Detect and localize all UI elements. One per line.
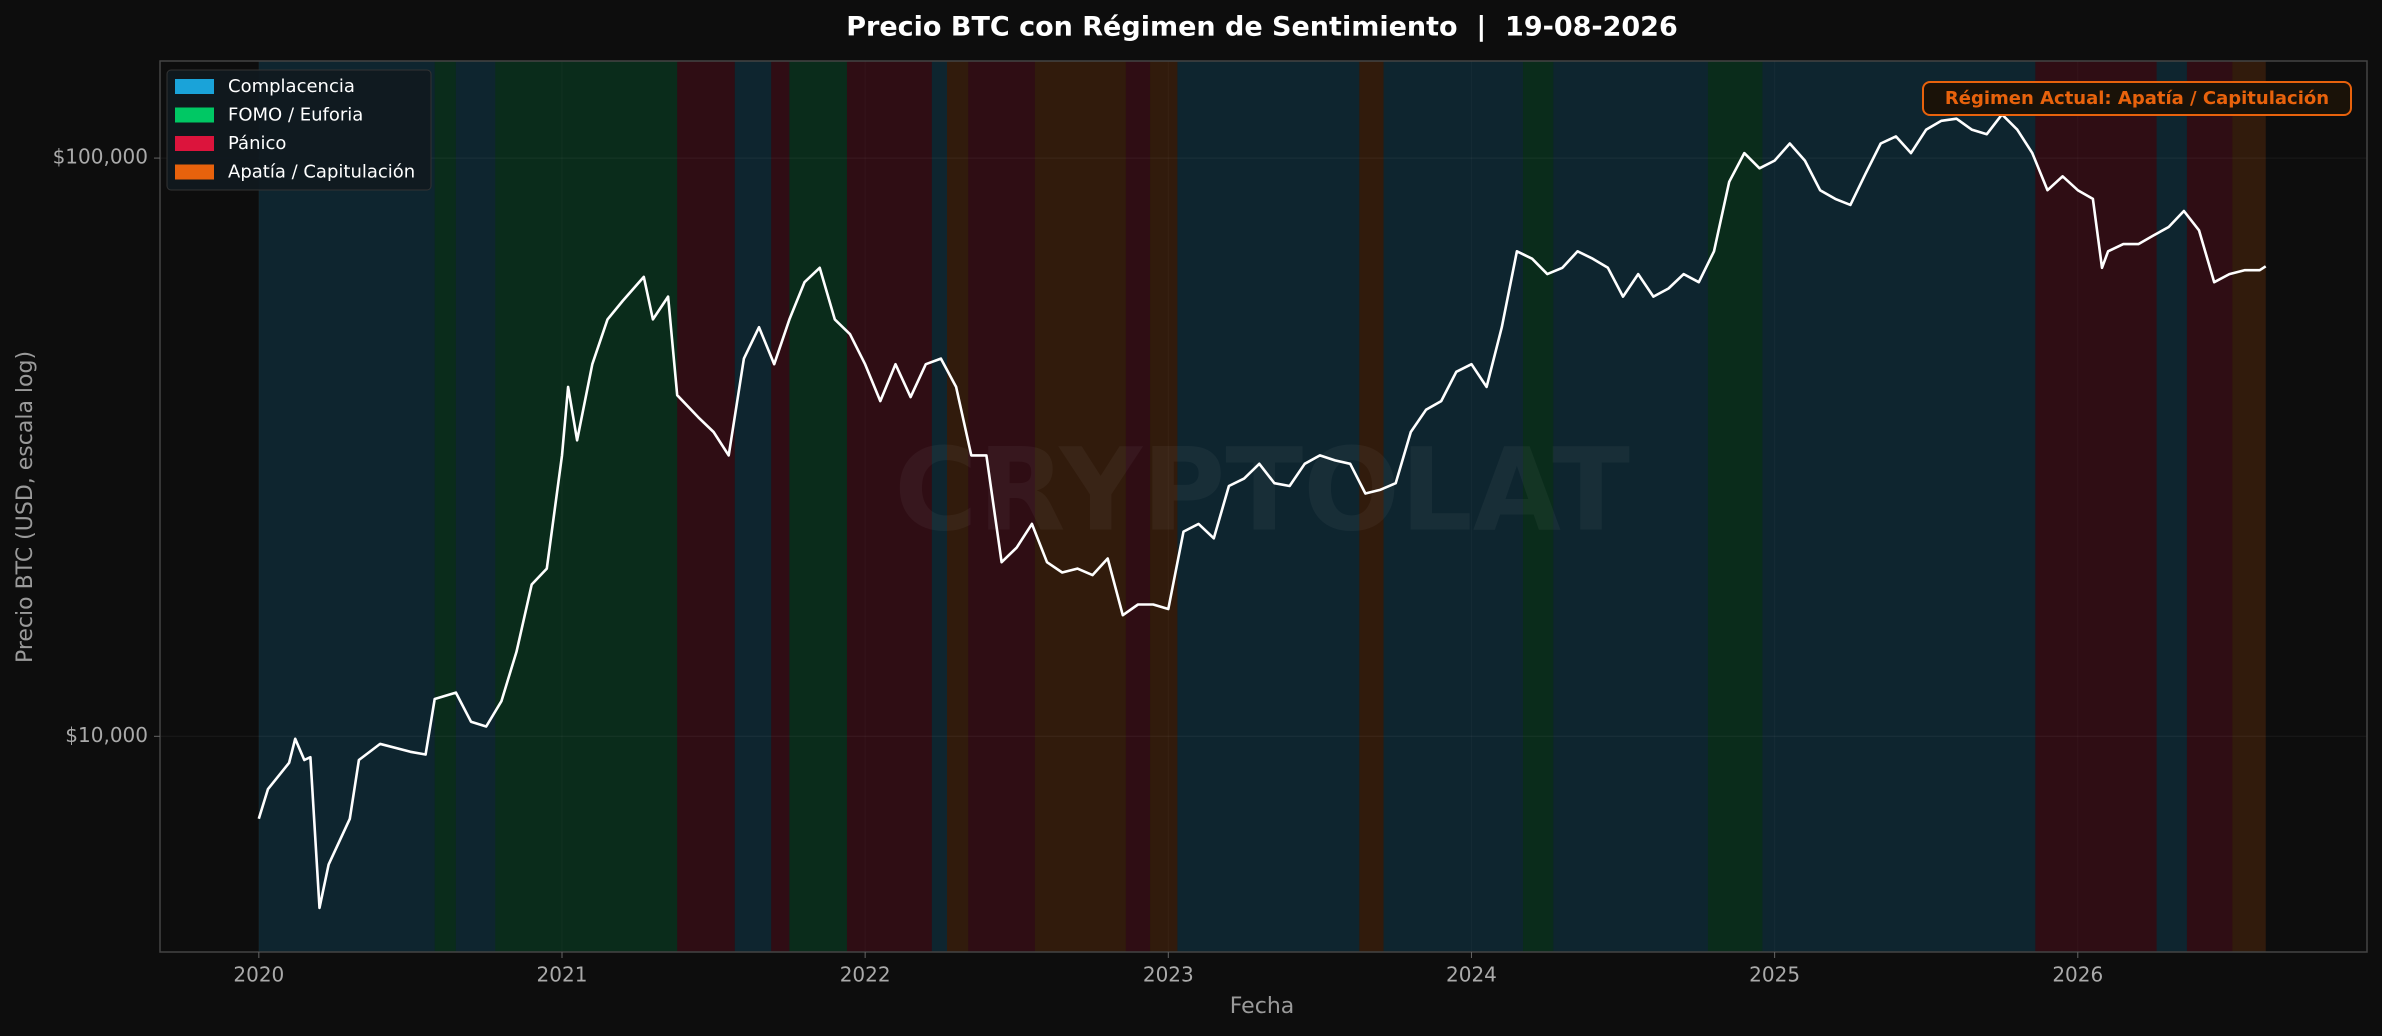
x-tick-label: 2020 — [233, 963, 284, 987]
regime-band — [2156, 61, 2187, 952]
regime-band — [1553, 61, 1708, 952]
regime-band — [1707, 61, 1763, 952]
x-tick-label: 2022 — [840, 963, 891, 987]
regime-band — [1177, 61, 1360, 952]
regime-band — [947, 61, 969, 952]
price-line — [257, 113, 2267, 910]
legend-label: Apatía / Capitulación — [228, 162, 415, 183]
regime-band — [846, 61, 932, 952]
annotation-text: Régimen Actual: Apatía / Capitulación — [1945, 88, 2329, 109]
legend-swatch — [175, 136, 214, 151]
regime-band — [1125, 61, 1151, 952]
x-tick-label: 2023 — [1143, 963, 1194, 987]
y-tick-label: $100,000 — [53, 145, 148, 169]
regime-band — [771, 61, 790, 952]
y-axis-label: Precio BTC (USD, escala log) — [13, 351, 38, 663]
x-tick-label: 2021 — [537, 963, 588, 987]
regime-band — [931, 61, 948, 952]
regime-band — [258, 61, 435, 952]
regime-band — [1523, 61, 1554, 952]
regime-band — [434, 61, 456, 952]
legend-swatch — [175, 164, 214, 180]
x-tick-label: 2024 — [1446, 963, 1497, 987]
x-axis-label: Fecha — [1230, 994, 1295, 1019]
regime-bands — [258, 61, 2266, 952]
grid — [160, 157, 2367, 737]
y-tick-label: $10,000 — [65, 723, 148, 747]
regime-band — [1762, 61, 2036, 952]
annotation-box — [1922, 81, 2352, 116]
legend-swatch — [175, 107, 214, 123]
regime-band — [2035, 61, 2157, 952]
plot-frame — [159, 60, 2368, 953]
legend-label: FOMO / Euforia — [228, 105, 363, 126]
annotation: Régimen Actual: Apatía / Capitulación — [1922, 81, 2352, 116]
watermark: CRYPTOLAT — [894, 423, 1630, 556]
legend-label: Complacencia — [228, 76, 355, 97]
regime-band — [734, 61, 772, 952]
regime-band — [1150, 61, 1178, 952]
legend-label: Pánico — [228, 133, 286, 154]
plot — [257, 113, 2267, 910]
regime-band — [1034, 61, 1126, 952]
x-tick-label: 2025 — [1749, 963, 1800, 987]
regime-band — [495, 61, 678, 952]
chart-title: Precio BTC con Régimen de Sentimiento | … — [846, 12, 1678, 43]
regime-band — [968, 61, 1035, 952]
regime-band — [677, 61, 735, 952]
regime-band — [2186, 61, 2233, 952]
legend: Complacencia FOMO / Euforia Pánico Apatía /… — [166, 69, 432, 191]
legend-box — [166, 69, 432, 191]
regime-band — [1383, 61, 1524, 952]
legend-swatch — [175, 79, 214, 94]
regime-band — [455, 61, 496, 952]
regime-band — [2232, 61, 2266, 952]
x-tick-label: 2026 — [2052, 963, 2103, 987]
regime-band — [1359, 61, 1384, 952]
regime-band — [789, 61, 847, 952]
